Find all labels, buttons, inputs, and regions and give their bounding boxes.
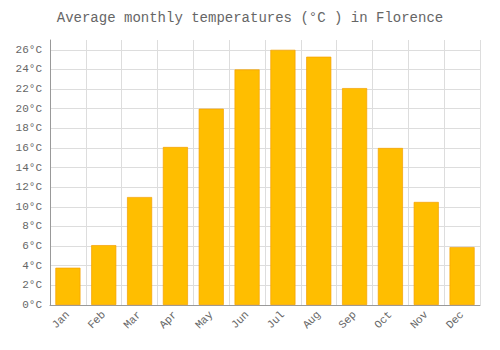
svg-text:6°C: 6°C — [22, 240, 42, 252]
svg-text:Jul: Jul — [265, 309, 287, 331]
svg-text:Aug: Aug — [301, 309, 323, 331]
svg-text:20°C: 20°C — [16, 103, 43, 115]
svg-text:24°C: 24°C — [16, 63, 43, 75]
svg-text:2°C: 2°C — [22, 279, 42, 291]
svg-text:14°C: 14°C — [16, 162, 43, 174]
svg-text:Average monthly temperatures (: Average monthly temperatures (°C ) in Fl… — [57, 10, 443, 26]
svg-text:Jan: Jan — [50, 309, 72, 331]
svg-text:Dec: Dec — [444, 309, 466, 331]
svg-text:18°C: 18°C — [16, 122, 43, 134]
svg-text:4°C: 4°C — [22, 260, 42, 272]
svg-text:May: May — [193, 308, 216, 331]
svg-text:Sep: Sep — [336, 309, 358, 331]
svg-text:0°C: 0°C — [22, 299, 42, 311]
svg-text:10°C: 10°C — [16, 201, 43, 213]
svg-text:26°C: 26°C — [16, 44, 43, 56]
svg-text:Feb: Feb — [86, 309, 108, 331]
svg-text:Nov: Nov — [408, 308, 431, 331]
svg-text:12°C: 12°C — [16, 181, 43, 193]
svg-text:Oct: Oct — [372, 309, 394, 331]
svg-text:22°C: 22°C — [16, 83, 43, 95]
svg-text:8°C: 8°C — [22, 220, 42, 232]
svg-text:Jun: Jun — [229, 309, 251, 331]
svg-text:Mar: Mar — [121, 309, 143, 331]
svg-text:Apr: Apr — [157, 309, 179, 331]
svg-text:16°C: 16°C — [16, 142, 43, 154]
